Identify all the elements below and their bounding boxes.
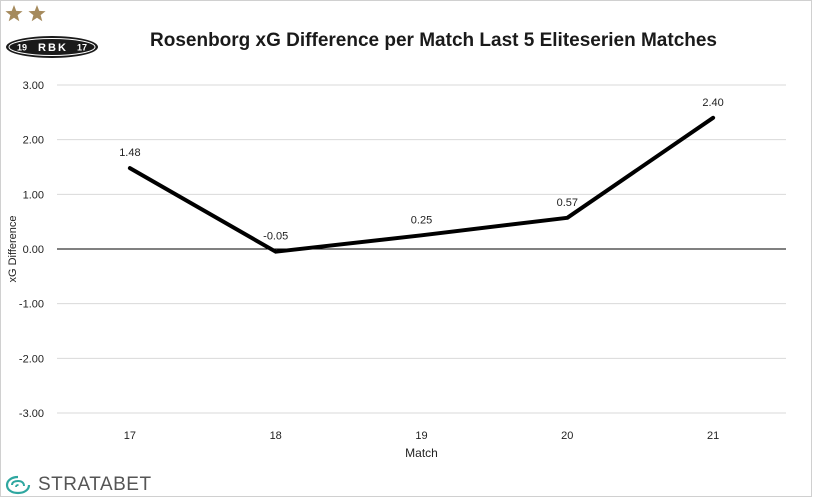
stratabet-swirl-icon: [5, 475, 31, 495]
x-tick-label: 18: [270, 430, 282, 442]
x-tick-label: 21: [707, 430, 719, 442]
logo-right-number: 17: [77, 43, 87, 53]
series-line: [127, 115, 716, 254]
series-group: [127, 115, 716, 254]
y-tick-label: 0.00: [23, 244, 44, 256]
y-axis-label: xG Difference: [7, 215, 19, 282]
y-tick-label: -2.00: [19, 353, 44, 365]
logo-letter-r: R: [38, 42, 46, 54]
y-axis-ticks: 3.00 2.00 1.00 0.00 -1.00 -2.00 -3.00: [19, 80, 44, 420]
y-tick-label: -3.00: [19, 408, 44, 420]
logo-star-icon: [28, 5, 46, 22]
data-label: 2.40: [702, 97, 723, 109]
logo-left-number: 19: [17, 43, 27, 53]
logo-star-icon: [5, 5, 23, 22]
y-tick-label: 1.00: [23, 189, 44, 201]
y-tick-label: 2.00: [23, 135, 44, 147]
logo-stars: [5, 5, 46, 22]
x-tick-label: 17: [124, 430, 136, 442]
rosenborg-logo: 19 17 R B K: [5, 5, 98, 58]
x-tick-label: 20: [561, 430, 573, 442]
data-labels: 1.48 -0.05 0.25 0.57 2.40: [119, 97, 724, 243]
data-label: 1.48: [119, 147, 140, 159]
y-tick-label: 3.00: [23, 80, 44, 92]
data-label: -0.05: [263, 231, 288, 243]
logo-badge: 19 17 R B K: [6, 36, 98, 58]
x-tick-label: 19: [415, 430, 427, 442]
logo-letter-k: K: [58, 42, 66, 54]
y-tick-label: -1.00: [19, 299, 44, 311]
x-axis-label: Match: [405, 446, 438, 460]
data-label: 0.57: [557, 197, 578, 209]
chart-title: Rosenborg xG Difference per Match Last 5…: [150, 30, 718, 51]
logo-letter-b: B: [48, 42, 56, 54]
brand-footer: STRATABET: [4, 474, 152, 496]
line-chart: 3.00 2.00 1.00 0.00 -1.00 -2.00 -3.00 17 18 19 20…: [7, 80, 786, 460]
brand-name: STRATABET: [38, 474, 152, 495]
gridlines: [57, 84, 786, 414]
x-axis-ticks: 17 18 19 20 21: [124, 430, 719, 442]
data-label: 0.25: [411, 214, 432, 226]
